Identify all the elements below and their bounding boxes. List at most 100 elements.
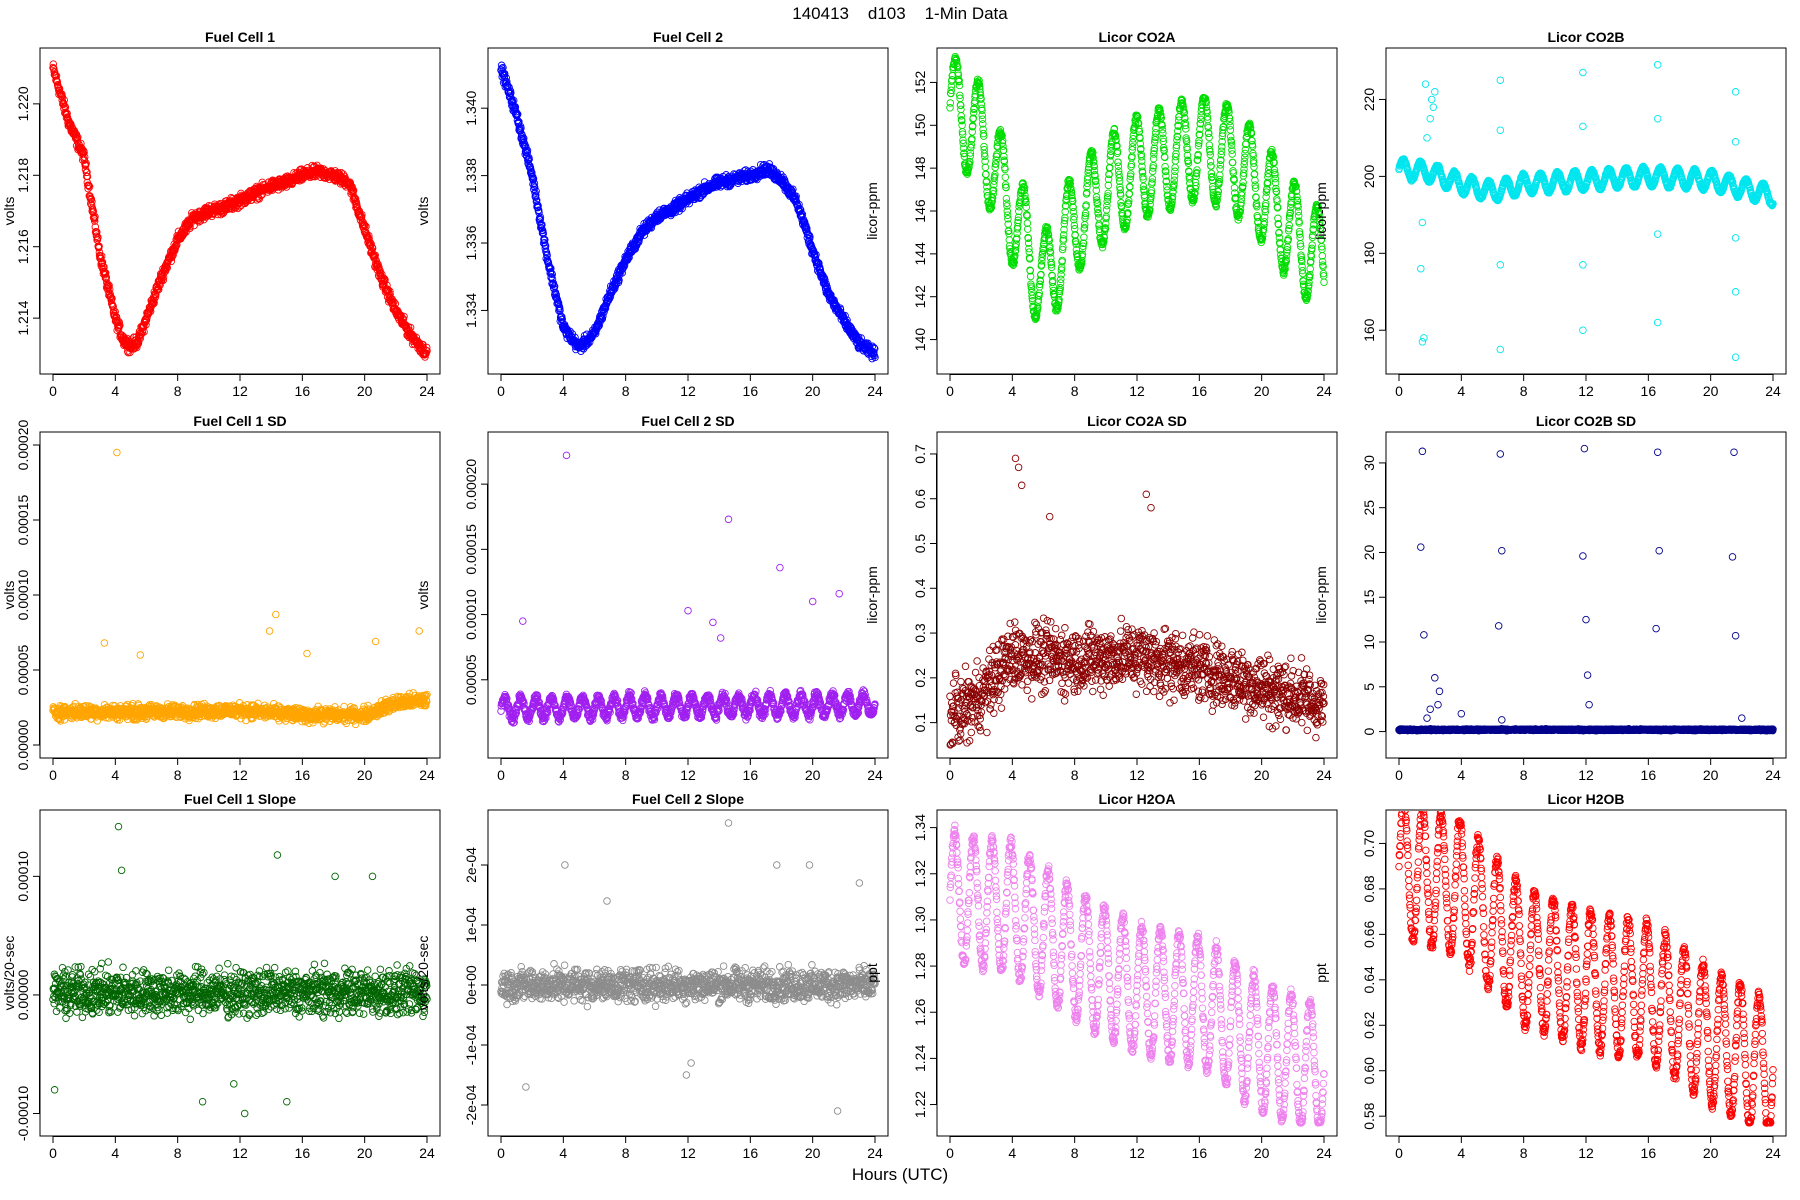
data-point	[1271, 174, 1280, 183]
data-point	[1206, 147, 1214, 156]
data-point	[1275, 228, 1283, 237]
data-point	[1235, 213, 1243, 222]
data-point	[1151, 129, 1160, 137]
data-point	[1186, 179, 1194, 187]
data-point	[1183, 151, 1192, 160]
x-tick-label: 8	[174, 383, 182, 399]
data-point	[50, 68, 59, 76]
x-tick-label: 8	[622, 383, 630, 399]
data-point	[513, 110, 522, 119]
data-point	[1296, 242, 1305, 251]
data-point	[1269, 153, 1278, 161]
data-point	[1088, 152, 1097, 161]
data-point	[1316, 225, 1325, 234]
x-tick-label: 16	[1641, 383, 1657, 399]
x-tick-label: 12	[232, 383, 248, 399]
data-point	[423, 347, 431, 355]
data-point	[1251, 184, 1260, 192]
data-point	[1092, 193, 1101, 201]
data-point	[102, 273, 111, 282]
data-point	[1127, 170, 1135, 178]
data-point	[1067, 188, 1076, 197]
data-point	[1181, 121, 1190, 130]
data-point	[362, 222, 370, 231]
data-point	[1057, 275, 1065, 284]
data-point	[993, 150, 1001, 159]
data-point	[1273, 204, 1282, 212]
data-point	[1020, 184, 1029, 192]
data-point	[1002, 194, 1011, 203]
data-point	[1005, 236, 1014, 244]
data-point	[959, 144, 968, 152]
data-point	[1124, 209, 1132, 217]
data-point	[1129, 138, 1137, 147]
data-point	[1194, 141, 1203, 150]
data-point	[970, 104, 978, 112]
x-tick-label: 12	[1129, 383, 1145, 399]
data-point	[953, 59, 961, 68]
data-point	[542, 247, 550, 256]
data-point	[1147, 189, 1156, 197]
data-point	[1162, 172, 1170, 180]
data-point	[1294, 203, 1302, 211]
data-point	[957, 105, 965, 114]
y-tick-label: 144	[912, 242, 928, 266]
panel-title: Licor CO2B	[1547, 29, 1624, 45]
data-point	[1217, 150, 1225, 159]
data-point	[1037, 270, 1045, 279]
data-point	[1320, 278, 1328, 286]
data-point	[969, 114, 978, 122]
data-point	[1044, 230, 1053, 239]
x-tick-label: 0	[946, 383, 954, 399]
data-point	[1011, 243, 1020, 251]
y-tick-label: 1.334	[463, 293, 479, 328]
data-point	[1318, 252, 1327, 260]
data-point	[1134, 119, 1143, 128]
data-point	[1054, 304, 1062, 312]
data-point	[1239, 182, 1247, 190]
data-point	[1057, 266, 1066, 274]
data-point	[1250, 163, 1258, 171]
y-tick-label: 140	[912, 328, 928, 352]
data-point	[159, 276, 168, 284]
data-point	[53, 78, 62, 86]
data-point	[1226, 126, 1235, 134]
data-point	[497, 61, 506, 70]
data-point	[1195, 131, 1204, 139]
data-point	[1137, 144, 1145, 153]
data-point	[958, 116, 966, 125]
data-point	[1002, 183, 1010, 192]
data-point	[967, 141, 976, 149]
data-point	[1228, 146, 1236, 154]
data-point	[1171, 163, 1179, 172]
data-point	[988, 197, 997, 205]
data-point	[1066, 176, 1074, 185]
data-point	[958, 130, 967, 138]
data-point	[529, 175, 538, 183]
data-point	[1308, 241, 1316, 249]
data-point	[1111, 132, 1120, 141]
data-point	[1250, 170, 1259, 178]
data-point	[1296, 230, 1304, 238]
data-point	[618, 269, 626, 277]
data-point	[827, 291, 835, 299]
data-point	[1138, 157, 1146, 165]
data-point	[998, 131, 1006, 140]
data-point	[1227, 141, 1236, 150]
y-tick-label: 200	[1361, 164, 1377, 188]
data-point	[1078, 245, 1087, 253]
y-tick-label: 1.220	[15, 86, 31, 121]
x-tick-label: 20	[1703, 383, 1719, 399]
data-point	[1089, 149, 1097, 157]
data-point	[1124, 199, 1133, 207]
data-point	[154, 284, 162, 293]
data-point	[1304, 287, 1312, 295]
data-point	[1264, 173, 1272, 181]
data-point	[1251, 176, 1259, 185]
data-point	[1107, 143, 1115, 151]
data-point	[549, 279, 558, 287]
data-point	[959, 136, 967, 144]
data-point	[94, 233, 102, 241]
data-point	[966, 149, 975, 157]
data-point	[1139, 182, 1148, 191]
